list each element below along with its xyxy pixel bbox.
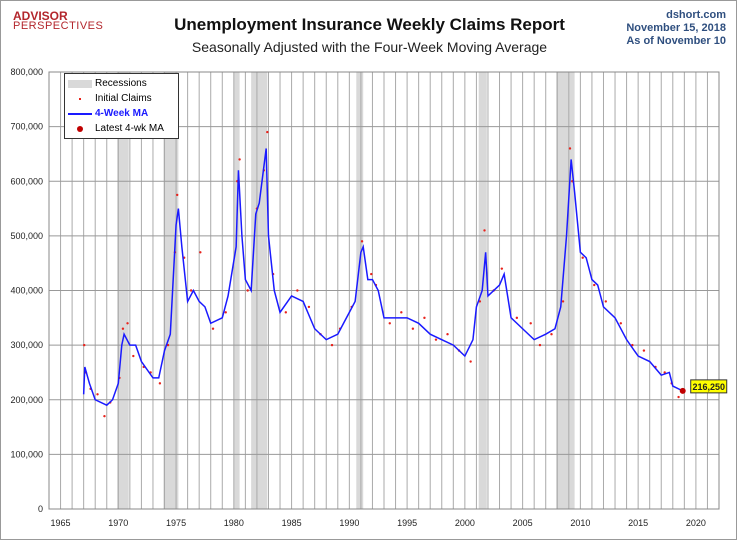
initial-claims-point: [211, 327, 215, 330]
initial-claims-point: [593, 283, 596, 287]
y-tick-label: 800,000: [10, 67, 43, 77]
legend-ma: 4-Week MA: [65, 106, 178, 121]
as-of-date: As of November 10: [626, 35, 726, 47]
legend-label: 4-Week MA: [95, 108, 149, 119]
initial-claims-point: [400, 311, 403, 314]
x-tick-label: 2020: [686, 518, 706, 528]
initial-claims-point: [604, 300, 607, 303]
y-tick-label: 300,000: [10, 340, 43, 350]
initial-claims-point: [224, 311, 227, 314]
latest-ma-marker: [679, 387, 686, 394]
initial-claims-point: [246, 289, 249, 292]
initial-claims-point: [96, 393, 99, 396]
legend-latest: Latest 4-wk MA: [65, 121, 178, 136]
source-block: dshort.com November 15, 2018 As of Novem…: [626, 9, 726, 48]
initial-claims-point: [515, 316, 519, 320]
y-tick-label: 400,000: [10, 286, 43, 296]
initial-claims-point: [296, 289, 299, 292]
initial-claims-point: [388, 322, 391, 325]
initial-claims-point: [423, 316, 426, 320]
initial-claims-point: [677, 395, 680, 399]
initial-claims-point: [307, 305, 311, 309]
legend-label: Initial Claims: [95, 93, 152, 104]
initial-claims-point: [266, 130, 269, 134]
initial-claims-point: [126, 322, 129, 325]
initial-claims-point: [370, 272, 373, 276]
initial-claims-point: [158, 382, 162, 385]
ma-line: [82, 148, 684, 407]
x-tick-label: 2000: [455, 518, 475, 528]
plot-border: [48, 71, 720, 510]
initial-claims-point: [284, 311, 288, 314]
initial-claims-point: [642, 349, 646, 352]
initial-claims-point: [360, 240, 364, 243]
chart-title: Unemployment Insurance Weekly Claims Rep…: [174, 15, 565, 34]
legend: Recessions Initial Claims 4-Week MA Late…: [64, 73, 179, 139]
initial-claims-point: [330, 343, 334, 347]
legend-initial-claims: Initial Claims: [65, 91, 178, 106]
x-tick-label: 1980: [224, 518, 244, 528]
initial-claims-point: [529, 322, 532, 325]
initial-claims-point: [619, 322, 623, 325]
initial-claims-point: [550, 333, 553, 336]
y-tick-label: 700,000: [10, 122, 43, 132]
y-tick-label: 500,000: [10, 231, 43, 241]
x-tick-label: 1975: [166, 518, 186, 528]
source: dshort.com: [666, 9, 726, 21]
x-tick-label: 1985: [282, 518, 302, 528]
x-tick-label: 2005: [513, 518, 533, 528]
initial-claims-point: [121, 327, 125, 330]
initial-claims-point: [411, 327, 415, 330]
x-tick-label: 1965: [51, 518, 71, 528]
initial-claims-point: [538, 343, 542, 347]
initial-claims-point: [189, 289, 193, 292]
chart-subtitle: Seasonally Adjusted with the Four-Week M…: [191, 39, 548, 55]
x-tick-label: 1970: [108, 518, 128, 528]
initial-claims-point: [581, 256, 584, 259]
initial-claims-point: [434, 338, 438, 341]
logo-line1: ADVISOR: [13, 9, 68, 23]
legend-label: Latest 4-wk MA: [95, 123, 164, 134]
x-tick-label: 1990: [339, 518, 359, 528]
initial-claims-point: [568, 147, 572, 150]
y-tick-label: 600,000: [10, 176, 43, 186]
latest-label-box: [690, 379, 728, 394]
y-tick-label: 200,000: [10, 395, 43, 405]
initial-claims-point: [132, 354, 135, 358]
legend-label: Recessions: [95, 78, 147, 89]
report-date: November 15, 2018: [626, 22, 726, 34]
initial-claims-point: [446, 333, 449, 336]
initial-claims-point: [103, 414, 106, 418]
x-tick-label: 1995: [397, 518, 417, 528]
initial-claims-point: [238, 158, 241, 161]
initial-claims-point: [176, 193, 179, 197]
legend-recessions: Recessions: [65, 76, 178, 91]
x-tick-label: 2015: [628, 518, 648, 528]
logo-line2: PERSPECTIVES: [13, 20, 104, 32]
initial-claims-point: [483, 229, 486, 232]
initial-claims-point: [561, 300, 565, 303]
initial-claims-point: [469, 360, 472, 363]
latest-ma-label: 216,250: [692, 382, 725, 392]
x-tick-label: 2010: [570, 518, 590, 528]
initial-claims-point: [500, 267, 504, 270]
advisor-perspectives-logo: ADVISOR PERSPECTIVES: [13, 9, 104, 32]
initial-claims-point: [199, 251, 202, 254]
y-tick-label: 0: [38, 504, 43, 514]
initial-claims-point: [83, 343, 86, 347]
y-tick-label: 100,000: [10, 449, 43, 459]
